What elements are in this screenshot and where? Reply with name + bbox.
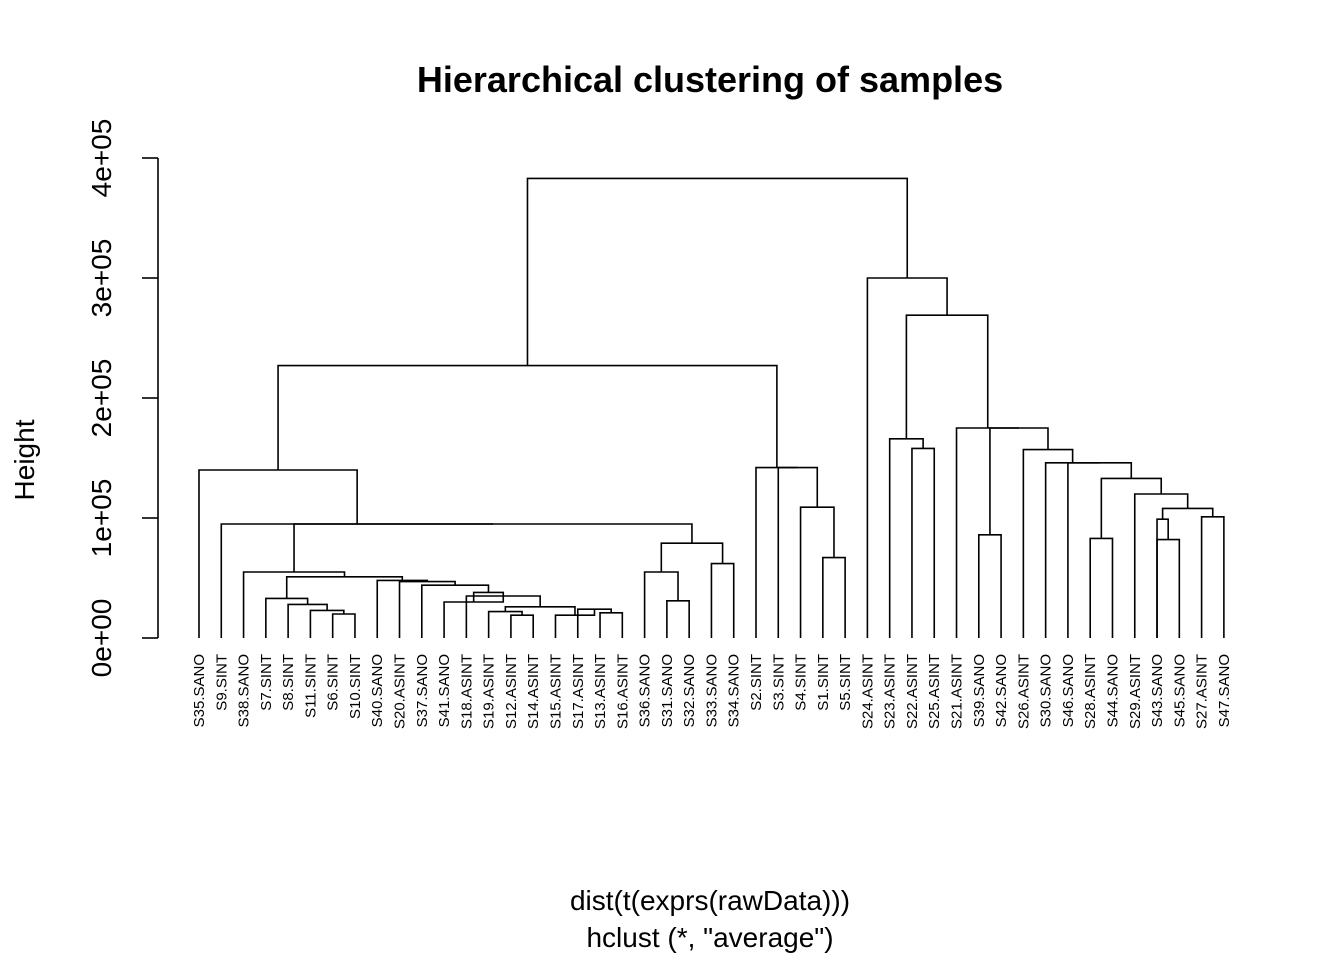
leaf-label-s15-asint: S15.ASINT bbox=[547, 654, 564, 729]
leaf-label-s14-asint: S14.ASINT bbox=[525, 654, 542, 729]
leaf-label-s19-asint: S19.ASINT bbox=[481, 654, 498, 729]
y-tick-label-3: 3e+05 bbox=[86, 239, 117, 318]
leaf-label-s43-sano: S43.SANO bbox=[1149, 654, 1166, 727]
leaf-label-s16-asint: S16.ASINT bbox=[614, 654, 631, 729]
dendrogram-merge-24 bbox=[220, 523, 493, 638]
dendrogram-merge-36 bbox=[1200, 516, 1225, 638]
leaf-label-s36-sano: S36.SANO bbox=[637, 654, 654, 727]
method-subtitle: hclust (*, "average") bbox=[586, 922, 833, 953]
dendrogram-merge-5 bbox=[510, 614, 534, 638]
dendrogram-merge-46 bbox=[905, 314, 989, 439]
leaf-label-s5-sint: S5.SINT bbox=[837, 654, 854, 711]
dendrogram-merge-15 bbox=[398, 580, 456, 638]
y-axis: 0e+00 1e+05 2e+05 3e+05 4e+05 bbox=[86, 119, 159, 678]
leaf-label-s46-sano: S46.SANO bbox=[1060, 654, 1077, 727]
dendrogram-merge-44 bbox=[989, 427, 1049, 535]
dendrogram-merge-45 bbox=[955, 427, 1019, 638]
leaf-label-s28-asint: S28.ASINT bbox=[1082, 654, 1099, 729]
dendrogram-merge-26 bbox=[822, 556, 846, 638]
dendrogram-merge-20 bbox=[643, 571, 679, 638]
dendrogram-merge-27 bbox=[799, 506, 835, 638]
leaf-label-s44-sano: S44.SANO bbox=[1104, 654, 1121, 727]
leaf-label-s20-asint: S20.ASINT bbox=[392, 654, 409, 729]
leaf-label-s25-asint: S25.ASINT bbox=[926, 654, 943, 729]
dendrogram-merge-31 bbox=[911, 447, 936, 638]
leaf-label-s29-asint: S29.ASINT bbox=[1127, 654, 1144, 729]
y-axis-label: Height bbox=[9, 419, 40, 500]
dendrogram-merge-33 bbox=[978, 534, 1002, 638]
dendrogram-merge-23 bbox=[293, 523, 693, 572]
dendrogram-merge-32 bbox=[888, 438, 924, 638]
leaf-label-s21-asint: S21.ASINT bbox=[949, 654, 966, 729]
dendrogram-merge-35 bbox=[1156, 518, 1169, 638]
dendrogram-merge-25 bbox=[198, 469, 358, 638]
leaf-label-s30-sano: S30.SANO bbox=[1038, 654, 1055, 727]
leaf-label-s23-asint: S23.ASINT bbox=[882, 654, 899, 729]
dendrogram-merge-3 bbox=[287, 603, 328, 638]
leaf-label-s39-sano: S39.SANO bbox=[971, 654, 988, 727]
leaf-label-s32-sano: S32.SANO bbox=[681, 654, 698, 727]
dendrogram-merge-28 bbox=[777, 466, 819, 638]
leaf-label-s13-asint: S13.ASINT bbox=[592, 654, 609, 729]
y-tick-label-4: 4e+05 bbox=[86, 119, 117, 198]
leaf-label-s9-sint: S9.SINT bbox=[213, 654, 230, 711]
leaf-label-s37-sano: S37.SANO bbox=[414, 654, 431, 727]
y-tick-label-2: 2e+05 bbox=[86, 359, 117, 438]
y-tick-label-1: 1e+05 bbox=[86, 479, 117, 558]
leaf-label-s31-sano: S31.SANO bbox=[659, 654, 676, 727]
leaf-label-s38-sano: S38.SANO bbox=[236, 654, 253, 727]
dendrogram-merge-16 bbox=[376, 579, 429, 638]
dendrogram-tree bbox=[198, 177, 1225, 638]
leaf-label-s26-asint: S26.ASINT bbox=[1015, 654, 1032, 729]
leaf-label-s18-asint: S18.ASINT bbox=[458, 654, 475, 729]
leaf-label-s24-asint: S24.ASINT bbox=[859, 654, 876, 729]
leaf-label-s41-sano: S41.SANO bbox=[436, 654, 453, 727]
chart-title: Hierarchical clustering of samples bbox=[417, 59, 1003, 100]
dendrogram-merge-13 bbox=[472, 591, 505, 602]
dendrogram-merge-39 bbox=[1089, 537, 1114, 638]
dendrogram-merge-30 bbox=[277, 364, 778, 470]
leaf-label-s47-sano: S47.SANO bbox=[1216, 654, 1233, 727]
x-axis-label: dist(t(exprs(rawData))) bbox=[570, 885, 850, 916]
dendrogram-merge-42 bbox=[1044, 462, 1100, 638]
leaf-label-s11-sint: S11.SINT bbox=[302, 654, 319, 718]
y-tick-label-0: 0e+00 bbox=[86, 599, 117, 678]
dendrogram-merge-19 bbox=[666, 600, 690, 638]
leaf-label-s34-sano: S34.SANO bbox=[726, 654, 743, 727]
leaf-label-s40-sano: S40.SANO bbox=[369, 654, 386, 727]
leaf-label-s1-sint: S1.SINT bbox=[815, 654, 832, 711]
dendrogram-merge-29 bbox=[755, 466, 798, 638]
leaf-label-s27-asint: S27.ASINT bbox=[1194, 654, 1211, 729]
leaf-label-s6-sint: S6.SINT bbox=[325, 654, 342, 711]
leaf-label-s7-sint: S7.SINT bbox=[258, 654, 275, 711]
dendrogram-merge-43 bbox=[1022, 448, 1074, 638]
leaf-label-s22-asint: S22.ASINT bbox=[904, 654, 921, 729]
leaf-label-s35-sano: S35.SANO bbox=[191, 654, 208, 727]
dendrogram-merge-48 bbox=[526, 177, 909, 366]
dendrogram-merge-34 bbox=[1156, 538, 1181, 638]
leaf-label-s12-asint: S12.ASINT bbox=[503, 654, 520, 729]
leaf-labels: S35.SANO S9.SINT S38.SANO S7.SINT S8.SINT S11… bbox=[191, 654, 1233, 729]
dendrogram-merge-12 bbox=[443, 596, 505, 638]
leaf-label-s42-sano: S42.SANO bbox=[993, 654, 1010, 727]
leaf-label-s8-sint: S8.SINT bbox=[280, 654, 297, 711]
leaf-label-s2-sint: S2.SINT bbox=[748, 654, 765, 711]
dendrogram-merge-40 bbox=[1100, 477, 1163, 539]
dendrogram-merge-41 bbox=[1067, 462, 1133, 638]
leaf-label-s33-sano: S33.SANO bbox=[703, 654, 720, 727]
leaf-label-s45-sano: S45.SANO bbox=[1171, 654, 1188, 727]
dendrogram-merge-47 bbox=[866, 277, 948, 638]
dendrogram-merge-7 bbox=[599, 612, 624, 638]
leaf-label-s10-sint: S10.SINT bbox=[347, 654, 364, 719]
dendrogram-merge-22 bbox=[660, 542, 724, 572]
dendrogram-merge-1 bbox=[331, 613, 356, 638]
dendrogram-merge-21 bbox=[710, 562, 735, 638]
leaf-label-s4-sint: S4.SINT bbox=[793, 654, 810, 711]
leaf-label-s17-asint: S17.ASINT bbox=[570, 654, 587, 729]
leaf-label-s3-sint: S3.SINT bbox=[770, 654, 787, 711]
